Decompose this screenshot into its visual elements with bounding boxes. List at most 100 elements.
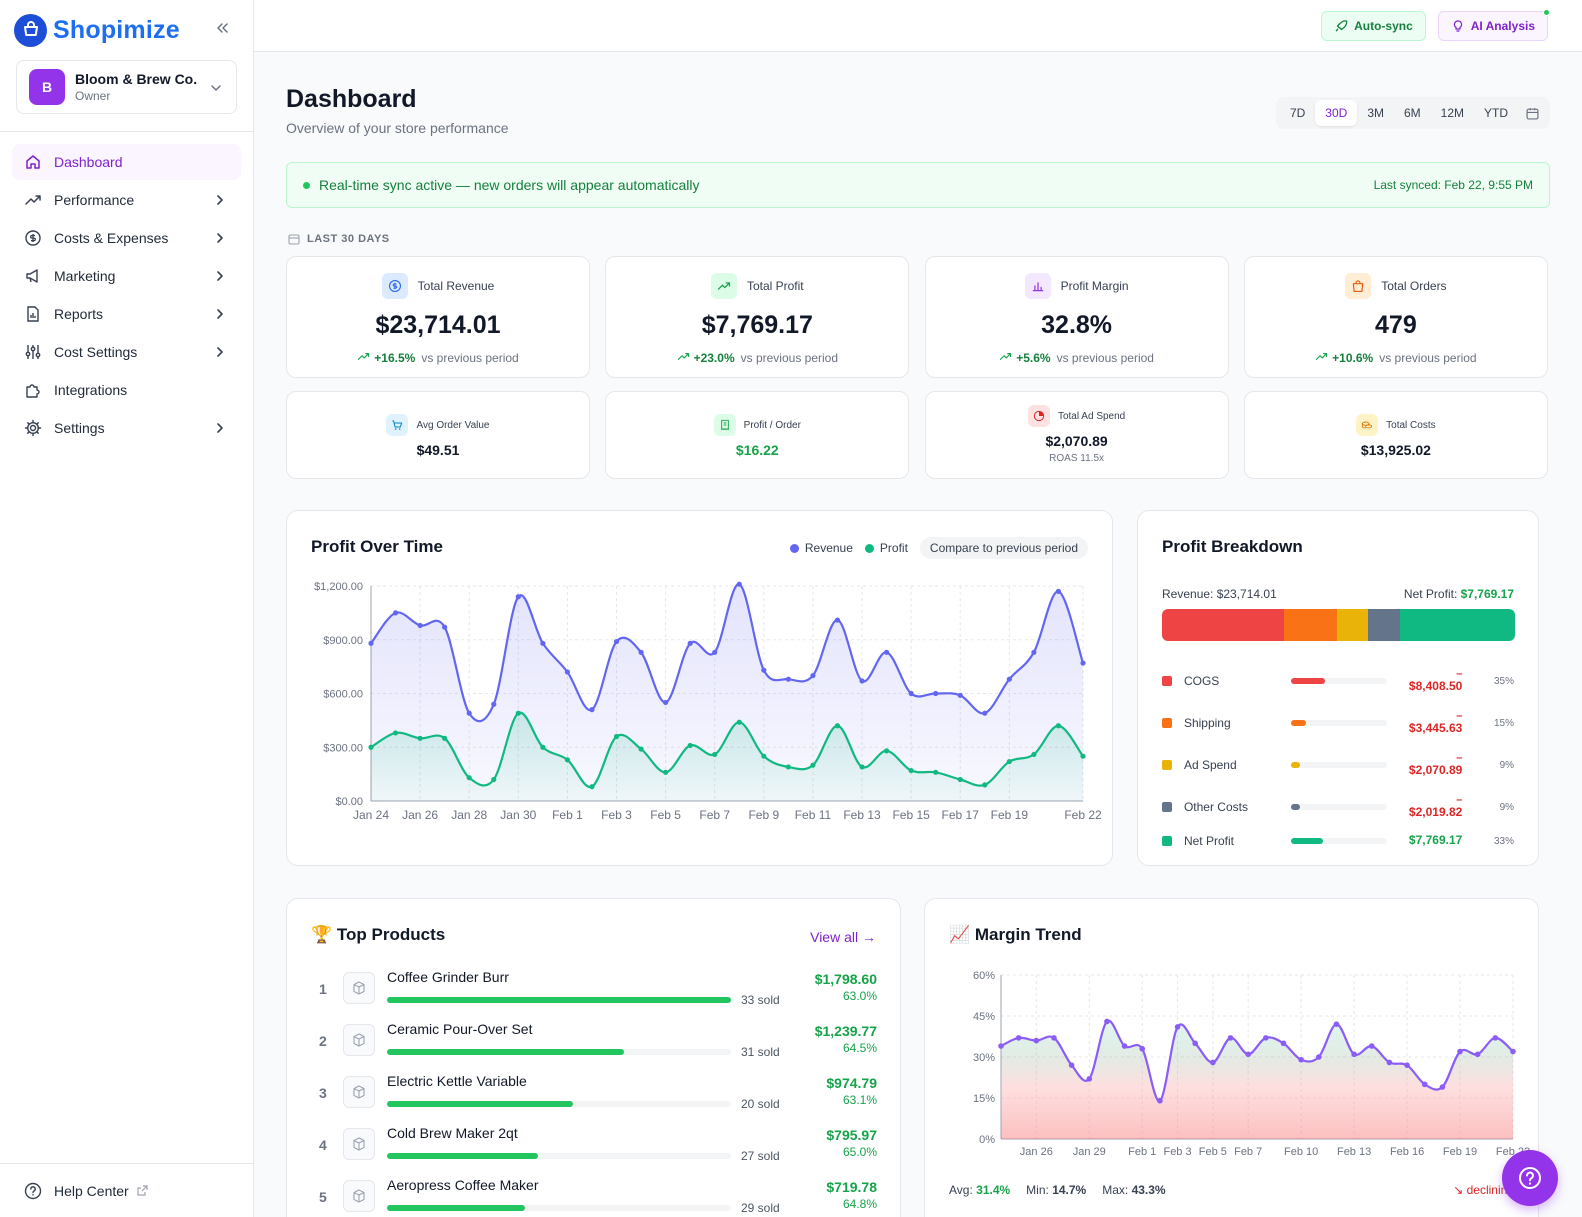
point-revenue[interactable]	[982, 710, 988, 716]
point-profit[interactable]	[883, 748, 890, 754]
collapse-sidebar-icon[interactable]	[215, 21, 229, 40]
point-margin[interactable]	[1227, 1035, 1234, 1041]
range-3m[interactable]: 3M	[1367, 106, 1384, 120]
sidebar-item-performance[interactable]: Performance	[12, 182, 241, 218]
ai-analysis-button[interactable]: AI Analysis	[1437, 8, 1550, 41]
point-margin[interactable]	[1439, 1084, 1446, 1090]
point-profit[interactable]	[613, 733, 620, 740]
sidebar-item-reports[interactable]: Reports	[12, 296, 241, 332]
point-profit[interactable]	[392, 730, 399, 736]
range-30d[interactable]: 30D	[1315, 100, 1358, 126]
point-profit[interactable]	[785, 764, 791, 770]
product-row[interactable]: 2 Ceramic Pour-Over Set 31 sold $1,239.7…	[311, 1021, 877, 1067]
point-revenue[interactable]	[761, 667, 767, 673]
point-revenue[interactable]	[515, 594, 521, 600]
point-revenue[interactable]	[466, 710, 472, 716]
point-profit[interactable]	[736, 719, 742, 725]
sidebar-item-costs-expenses[interactable]: Costs & Expenses	[12, 220, 241, 256]
point-revenue[interactable]	[810, 672, 816, 679]
point-profit[interactable]	[908, 767, 914, 774]
product-row[interactable]: 1 Coffee Grinder Burr 33 sold $1,798.60 …	[311, 969, 877, 1015]
sidebar-item-cost-settings[interactable]: Cost Settings	[12, 334, 241, 370]
range-12m[interactable]: 12M	[1440, 106, 1464, 120]
point-margin[interactable]	[1015, 1035, 1022, 1041]
point-margin[interactable]	[1263, 1035, 1269, 1041]
help-center-link[interactable]: Help Center	[0, 1163, 253, 1217]
point-revenue[interactable]	[638, 649, 644, 655]
point-profit[interactable]	[564, 757, 571, 763]
product-row[interactable]: 4 Cold Brew Maker 2qt 27 sold $795.97 65…	[311, 1125, 877, 1171]
point-profit[interactable]	[540, 744, 546, 750]
point-profit[interactable]	[761, 753, 767, 759]
point-profit[interactable]	[663, 769, 669, 775]
point-margin[interactable]	[1033, 1037, 1040, 1044]
help-fab-button[interactable]	[1502, 1150, 1558, 1206]
point-margin[interactable]	[1510, 1048, 1516, 1055]
point-profit[interactable]	[933, 769, 939, 775]
point-margin[interactable]	[1121, 1043, 1128, 1049]
point-revenue[interactable]	[712, 649, 718, 655]
point-revenue[interactable]	[417, 622, 423, 629]
legend-revenue[interactable]: Revenue	[789, 541, 853, 555]
point-revenue[interactable]	[368, 640, 374, 646]
point-margin[interactable]	[1315, 1054, 1322, 1060]
point-margin[interactable]	[1192, 1040, 1199, 1047]
point-revenue[interactable]	[663, 699, 669, 706]
point-margin[interactable]	[1086, 1076, 1093, 1082]
point-revenue[interactable]	[933, 690, 939, 697]
point-margin[interactable]	[1298, 1056, 1304, 1063]
point-margin[interactable]	[1474, 1051, 1481, 1058]
point-revenue[interactable]	[957, 692, 963, 698]
point-profit[interactable]	[810, 762, 816, 768]
point-revenue[interactable]	[1055, 588, 1062, 594]
breakdown-segment-ad-spend[interactable]	[1336, 609, 1369, 641]
point-profit[interactable]	[1031, 751, 1037, 758]
point-margin[interactable]	[1386, 1059, 1393, 1066]
point-margin[interactable]	[1157, 1097, 1163, 1104]
point-margin[interactable]	[1068, 1062, 1075, 1068]
point-revenue[interactable]	[392, 610, 399, 616]
point-revenue[interactable]	[1006, 676, 1012, 682]
point-revenue[interactable]	[564, 669, 571, 675]
point-profit[interactable]	[466, 775, 472, 781]
point-revenue[interactable]	[883, 649, 890, 655]
point-revenue[interactable]	[785, 676, 791, 682]
sidebar-item-marketing[interactable]: Marketing	[12, 258, 241, 294]
point-profit[interactable]	[638, 746, 644, 752]
point-profit[interactable]	[957, 776, 963, 783]
point-margin[interactable]	[1351, 1051, 1357, 1058]
breakdown-segment-shipping[interactable]	[1284, 609, 1337, 641]
range-7d[interactable]: 7D	[1289, 106, 1306, 120]
point-revenue[interactable]	[442, 624, 448, 630]
point-profit[interactable]	[687, 742, 693, 749]
point-profit[interactable]	[589, 784, 595, 790]
sidebar-item-settings[interactable]: Settings	[12, 410, 241, 446]
point-profit[interactable]	[442, 735, 448, 741]
point-margin[interactable]	[1457, 1048, 1463, 1055]
point-margin[interactable]	[1492, 1035, 1499, 1041]
point-profit[interactable]	[417, 735, 423, 741]
point-margin[interactable]	[1174, 1024, 1181, 1030]
point-margin[interactable]	[1280, 1040, 1287, 1047]
compare-previous-button[interactable]: Compare to previous period	[919, 537, 1088, 559]
point-profit[interactable]	[515, 710, 521, 716]
point-revenue[interactable]	[687, 640, 693, 646]
point-margin[interactable]	[1245, 1051, 1251, 1058]
point-revenue[interactable]	[859, 678, 865, 684]
product-row[interactable]: 5 Aeropress Coffee Maker 29 sold $719.78…	[311, 1177, 877, 1217]
point-revenue[interactable]	[613, 638, 620, 645]
point-margin[interactable]	[1139, 1046, 1146, 1052]
point-margin[interactable]	[1368, 1043, 1375, 1049]
legend-profit[interactable]: Profit	[864, 541, 908, 555]
point-profit[interactable]	[368, 744, 374, 750]
point-revenue[interactable]	[908, 690, 914, 697]
range-6m[interactable]: 6M	[1403, 106, 1421, 120]
point-revenue[interactable]	[736, 581, 742, 587]
point-revenue[interactable]	[834, 617, 841, 623]
point-profit[interactable]	[712, 751, 718, 758]
point-margin[interactable]	[1051, 1035, 1057, 1041]
point-revenue[interactable]	[1080, 660, 1086, 666]
point-revenue[interactable]	[1031, 649, 1037, 655]
point-profit[interactable]	[982, 782, 988, 788]
product-row[interactable]: 3 Electric Kettle Variable 20 sold $974.…	[311, 1073, 877, 1119]
